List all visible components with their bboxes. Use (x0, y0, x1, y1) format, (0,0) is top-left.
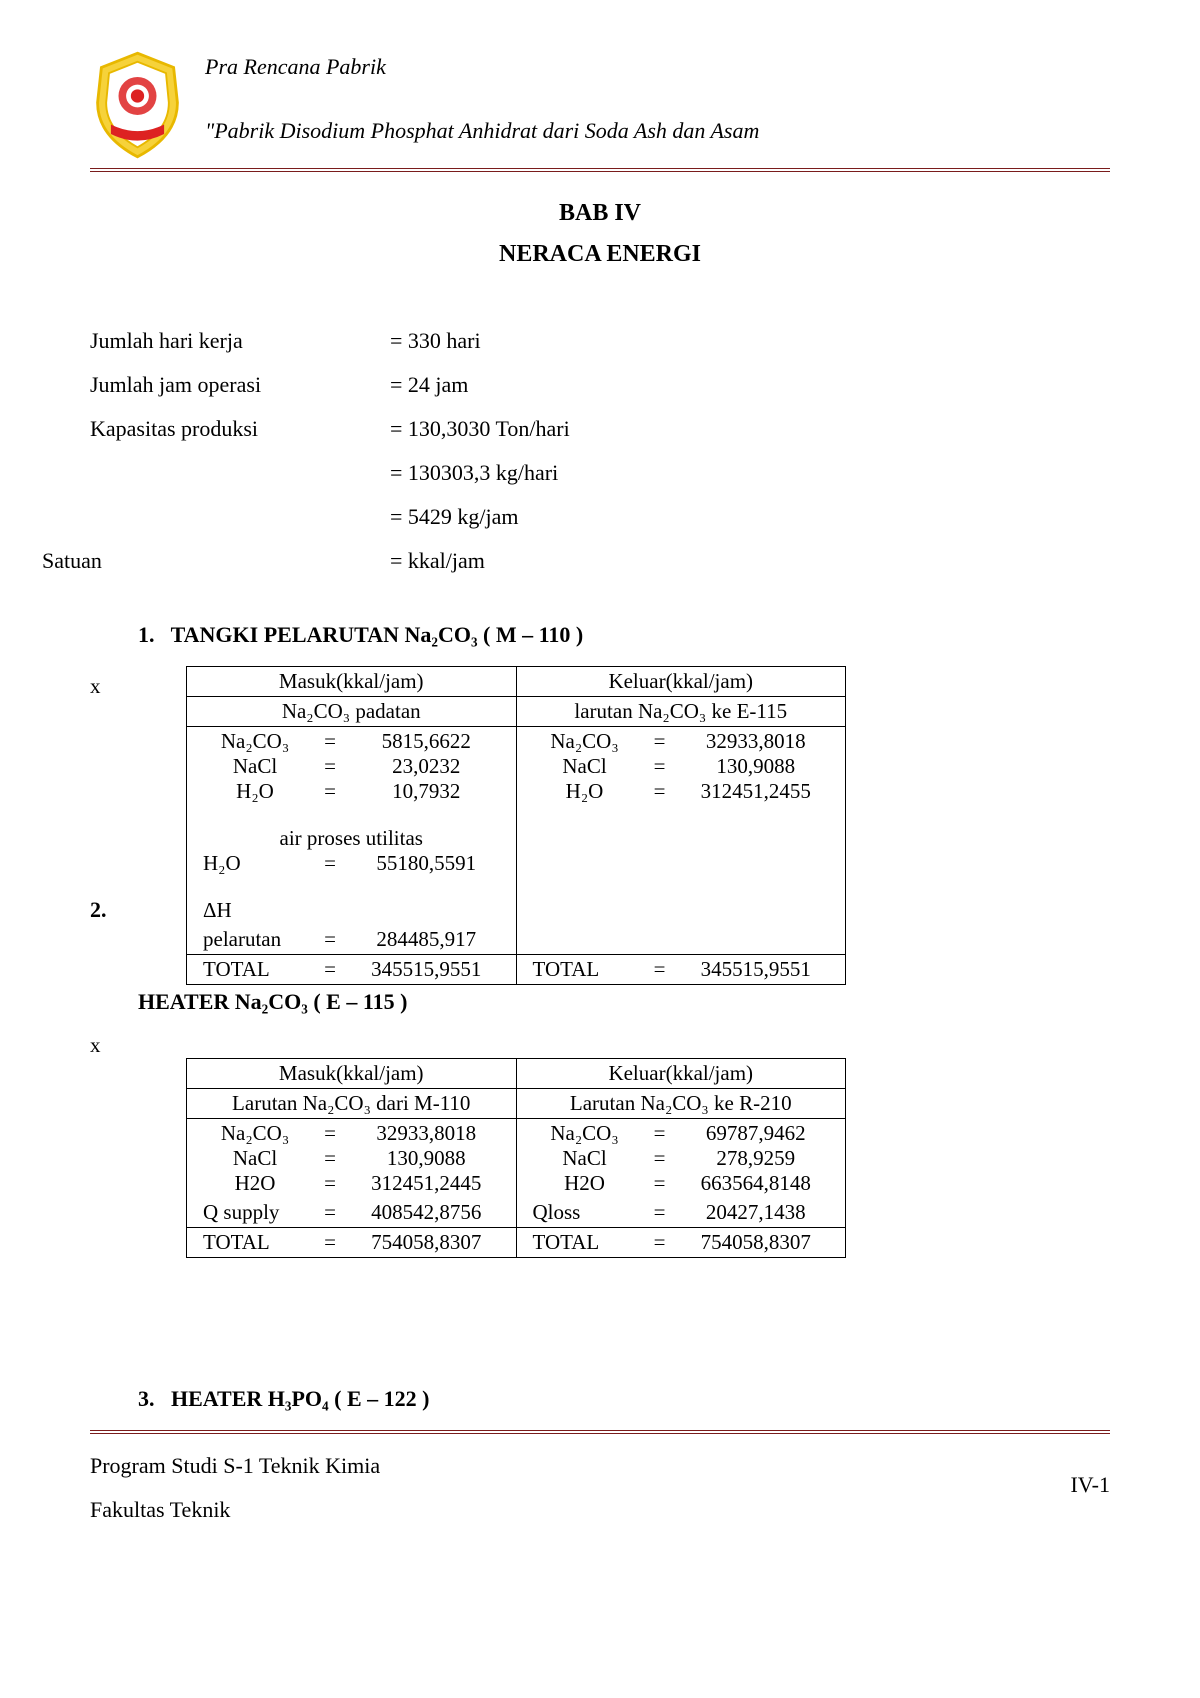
x-marker: x (90, 674, 138, 699)
sub-header-out: larutan Na₂CO₃ ke E-115 (516, 697, 846, 727)
parameters-block: Jumlah hari kerja= 330 hari Jumlah jam o… (90, 328, 1110, 574)
delta-h-label: ΔH (195, 898, 508, 923)
row-name: H₂O (195, 779, 315, 804)
col-header-out: Keluar(kkal/jam) (516, 1059, 846, 1089)
row-val: 20427,1438 (675, 1200, 838, 1225)
row-val: 32933,8018 (345, 1121, 508, 1146)
row-val: 408542,8756 (345, 1200, 508, 1225)
section-1-heading: 1. TANGKI PELARUTAN Na₂CO₃ ( M – 110 ) (138, 622, 1110, 648)
total-label: TOTAL (195, 1230, 315, 1255)
row-val: 69787,9462 (675, 1121, 838, 1146)
col-header-in: Masuk(kkal/jam) (187, 667, 517, 697)
row-val: 130,9088 (675, 754, 838, 779)
param-label: Jumlah hari kerja (90, 328, 390, 354)
sub-header-out: Larutan Na₂CO₃ ke R-210 (516, 1089, 846, 1119)
row-val: 130,9088 (345, 1146, 508, 1171)
sub-header-in: Na₂CO₃ padatan (187, 697, 517, 727)
row-val: 55180,5591 (345, 851, 508, 876)
row-name: pelarutan (195, 927, 315, 952)
param-value: = 330 hari (390, 328, 481, 354)
page-footer: Program Studi S-1 Teknik Kimia Fakultas … (90, 1444, 1110, 1532)
param-value: = 5429 kg/jam (390, 504, 519, 530)
header-rule (90, 168, 1110, 172)
chapter-number: BAB IV (90, 200, 1110, 227)
section-2-heading: HEATER Na₂CO₃ ( E – 115 ) (138, 989, 1110, 1015)
row-name: Qloss (525, 1200, 645, 1225)
header-title: Pra Rencana Pabrik (205, 54, 1110, 80)
total-label: TOTAL (525, 1230, 645, 1255)
total-in: 345515,9551 (345, 957, 508, 982)
chapter-title: NERACA ENERGI (90, 241, 1110, 268)
table-2: Masuk(kkal/jam) Keluar(kkal/jam) Larutan… (186, 1058, 846, 1258)
row-val: 284485,917 (345, 927, 508, 952)
total-label: TOTAL (195, 957, 315, 982)
total-out: 754058,8307 (675, 1230, 838, 1255)
footer-line1: Program Studi S-1 Teknik Kimia (90, 1444, 380, 1488)
header-subtitle: "Pabrik Disodium Phosphat Anhidrat dari … (205, 118, 1110, 144)
row-name: NaCl (525, 1146, 645, 1171)
row-name: Na₂CO₃ (195, 1121, 315, 1146)
param-value: = 24 jam (390, 372, 468, 398)
param-value: = kkal/jam (390, 548, 485, 574)
university-logo (90, 50, 185, 160)
row-val: 312451,2445 (345, 1171, 508, 1196)
section-3-number: 3. (138, 1386, 155, 1411)
param-label (90, 460, 390, 486)
row-name: H2O (525, 1171, 645, 1196)
row-val: 23,0232 (345, 754, 508, 779)
row-val: 10,7932 (345, 779, 508, 804)
section-3-heading: 3. HEATER H₃PO₄ ( E – 122 ) (138, 1386, 1110, 1412)
row-val: 278,9259 (675, 1146, 838, 1171)
sub-header-in: Larutan Na₂CO₃ dari M-110 (187, 1089, 517, 1119)
page-number: IV-1 (1070, 1444, 1110, 1498)
row-val: 312451,2455 (675, 779, 838, 804)
row-name: NaCl (195, 1146, 315, 1171)
footer-rule (90, 1430, 1110, 1434)
row-name: NaCl (525, 754, 645, 779)
col-header-in: Masuk(kkal/jam) (187, 1059, 517, 1089)
row-name: H2O (195, 1171, 315, 1196)
param-label: Satuan (42, 548, 390, 574)
section-2-number: 2. (90, 897, 138, 923)
param-label: Kapasitas produksi (90, 416, 390, 442)
total-out: 345515,9551 (675, 957, 838, 982)
section-1-title: TANGKI PELARUTAN Na₂CO₃ ( M – 110 ) (171, 622, 584, 647)
param-label: Jumlah jam operasi (90, 372, 390, 398)
footer-line2: Fakultas Teknik (90, 1488, 380, 1532)
section-1-number: 1. (138, 622, 155, 647)
row-name: Q supply (195, 1200, 315, 1225)
row-name: H₂O (195, 851, 315, 876)
section-2-title: HEATER Na₂CO₃ ( E – 115 ) (138, 989, 407, 1014)
row-val: 32933,8018 (675, 729, 838, 754)
row-val: 5815,6622 (345, 729, 508, 754)
row-name: Na₂CO₃ (525, 1121, 645, 1146)
row-name: NaCl (195, 754, 315, 779)
row-name: Na₂CO₃ (525, 729, 645, 754)
total-in: 754058,8307 (345, 1230, 508, 1255)
row-name: Na₂CO₃ (195, 729, 315, 754)
param-value: = 130,3030 Ton/hari (390, 416, 570, 442)
total-label: TOTAL (525, 957, 645, 982)
x-marker: x (90, 1033, 1110, 1058)
row-val: 663564,8148 (675, 1171, 838, 1196)
row-name: H₂O (525, 779, 645, 804)
page-header: Pra Rencana Pabrik "Pabrik Disodium Phos… (90, 50, 1110, 160)
section-3-title: HEATER H₃PO₄ ( E – 122 ) (171, 1386, 429, 1411)
param-label (90, 504, 390, 530)
table-1: Masuk(kkal/jam) Keluar(kkal/jam) Na₂CO₃ … (186, 666, 846, 985)
extra-label: air proses utilitas (195, 826, 508, 851)
param-value: = 130303,3 kg/hari (390, 460, 558, 486)
col-header-out: Keluar(kkal/jam) (516, 667, 846, 697)
